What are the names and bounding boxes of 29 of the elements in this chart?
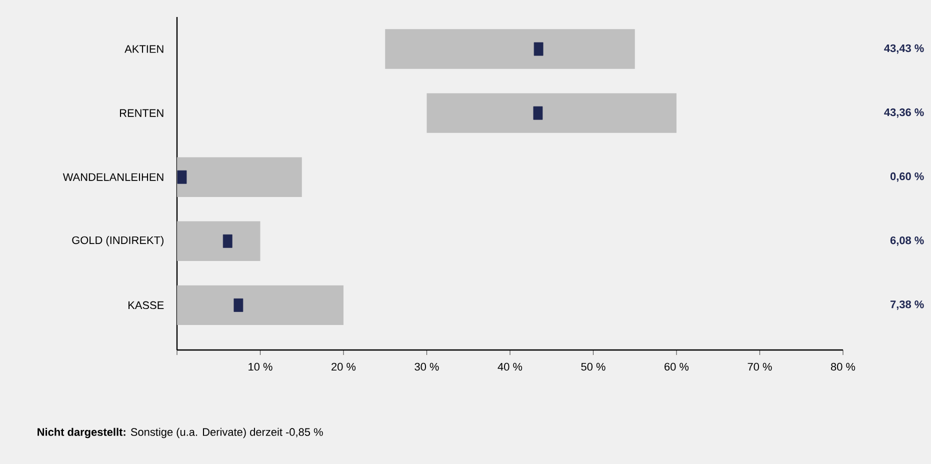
y-tick-label: AKTIEN (124, 45, 164, 53)
bar (177, 221, 260, 261)
text: Nicht dargestellt: Sonstige (u.a. Derivate) derzeit -0,85 % (38, 428, 323, 438)
data-label: 43,43 % (884, 44, 924, 54)
bar (385, 29, 635, 69)
point (534, 42, 544, 56)
y-tick-label: GOLD (INDIREKT) (72, 236, 164, 246)
data-label: 7,38 % (890, 300, 924, 310)
point (177, 170, 187, 184)
bar (177, 157, 302, 197)
x-tick-label: 50 % (581, 362, 606, 371)
y-tick-label: WANDELANLEIHEN (62, 173, 164, 181)
bar (177, 285, 344, 326)
data-label: 0,60 % (890, 172, 924, 182)
x-tick-label: 80 % (830, 362, 856, 371)
bar (426, 93, 677, 133)
x-tick-label: 70 % (748, 362, 772, 371)
x-tick-label: 10 % (248, 362, 272, 371)
y-tick-label: KASSE (128, 301, 164, 310)
data-label: 6,08 % (890, 236, 924, 246)
data-label: 43,36 % (884, 108, 924, 118)
point (222, 234, 232, 248)
x-tick-label: 40 % (498, 362, 522, 371)
y-tick-label: RENTEN (120, 109, 164, 117)
x-tick-label: 20 % (332, 362, 356, 371)
x-tick-label: 30 % (414, 362, 439, 371)
point (533, 106, 543, 120)
point (234, 298, 244, 312)
x-tick-label: 60 % (664, 362, 689, 371)
